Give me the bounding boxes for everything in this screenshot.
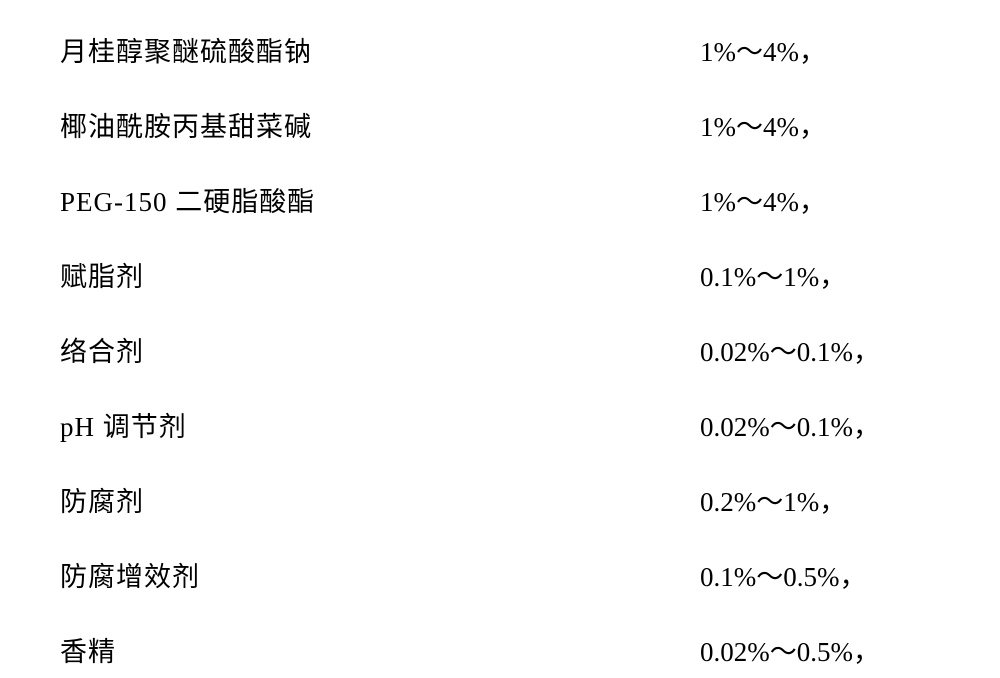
ingredient-value: 0.2%～1%，	[700, 480, 940, 519]
ingredient-row: 香精 0.02%～0.5%，	[60, 630, 940, 669]
ingredient-row: 椰油酰胺丙基甜菜碱 1%～4%，	[60, 105, 940, 144]
ingredient-row: 防腐增效剂 0.1%～0.5%，	[60, 555, 940, 594]
ingredient-label: PEG-150 二硬脂酸酯	[60, 180, 315, 219]
ingredient-value: 0.1%～0.5%，	[700, 555, 940, 594]
ingredient-row: PEG-150 二硬脂酸酯 1%～4%，	[60, 180, 940, 219]
ingredient-row: 赋脂剂 0.1%～1%，	[60, 255, 940, 294]
ingredient-row: 防腐剂 0.2%～1%，	[60, 480, 940, 519]
ingredient-row: 络合剂 0.02%～0.1%，	[60, 330, 940, 369]
ingredient-value: 0.02%～0.1%，	[700, 330, 940, 369]
ingredient-value: 1%～4%，	[700, 180, 940, 219]
ingredient-label: 防腐增效剂	[60, 555, 200, 594]
ingredient-value: 0.1%～1%，	[700, 255, 940, 294]
ingredient-value: 1%～4%，	[700, 105, 940, 144]
ingredient-label: 月桂醇聚醚硫酸酯钠	[60, 30, 312, 69]
ingredient-label: 椰油酰胺丙基甜菜碱	[60, 105, 312, 144]
ingredient-value: 1%～4%，	[700, 30, 940, 69]
ingredient-row: pH 调节剂 0.02%～0.1%，	[60, 405, 940, 444]
ingredient-list: 月桂醇聚醚硫酸酯钠 1%～4%， 椰油酰胺丙基甜菜碱 1%～4%， PEG-15…	[60, 30, 940, 669]
ingredient-value: 0.02%～0.1%，	[700, 405, 940, 444]
ingredient-label: 赋脂剂	[60, 255, 144, 294]
ingredient-label: 络合剂	[60, 330, 144, 369]
ingredient-value: 0.02%～0.5%，	[700, 630, 940, 669]
ingredient-label: 香精	[60, 630, 116, 669]
ingredient-label: 防腐剂	[60, 480, 144, 519]
ingredient-label: pH 调节剂	[60, 405, 187, 444]
ingredient-row: 月桂醇聚醚硫酸酯钠 1%～4%，	[60, 30, 940, 69]
